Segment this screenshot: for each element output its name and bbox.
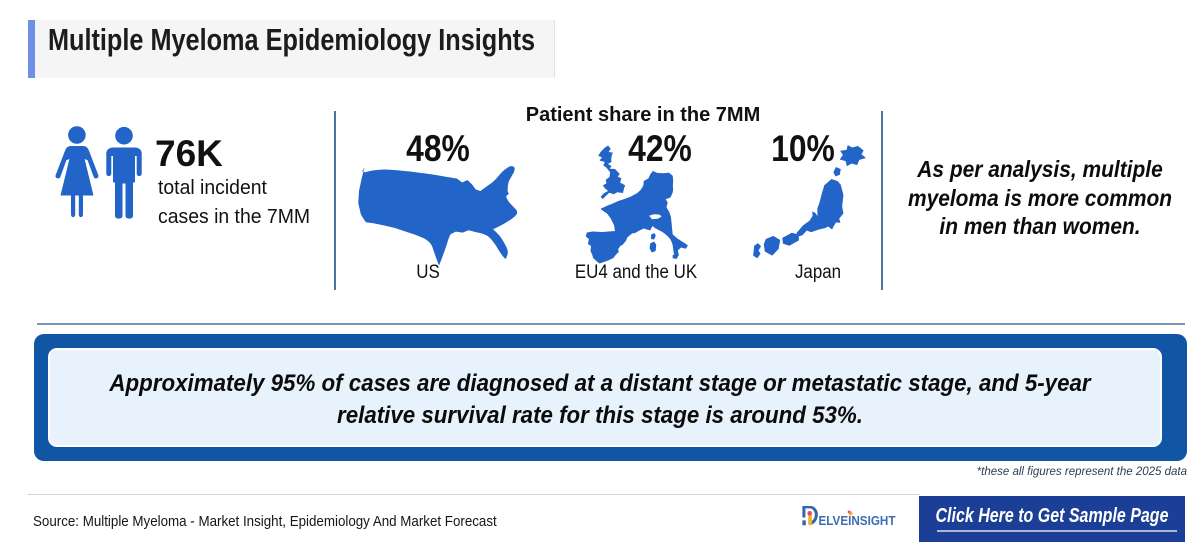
svg-text:ELVEINSIGHT: ELVEINSIGHT	[819, 513, 896, 528]
